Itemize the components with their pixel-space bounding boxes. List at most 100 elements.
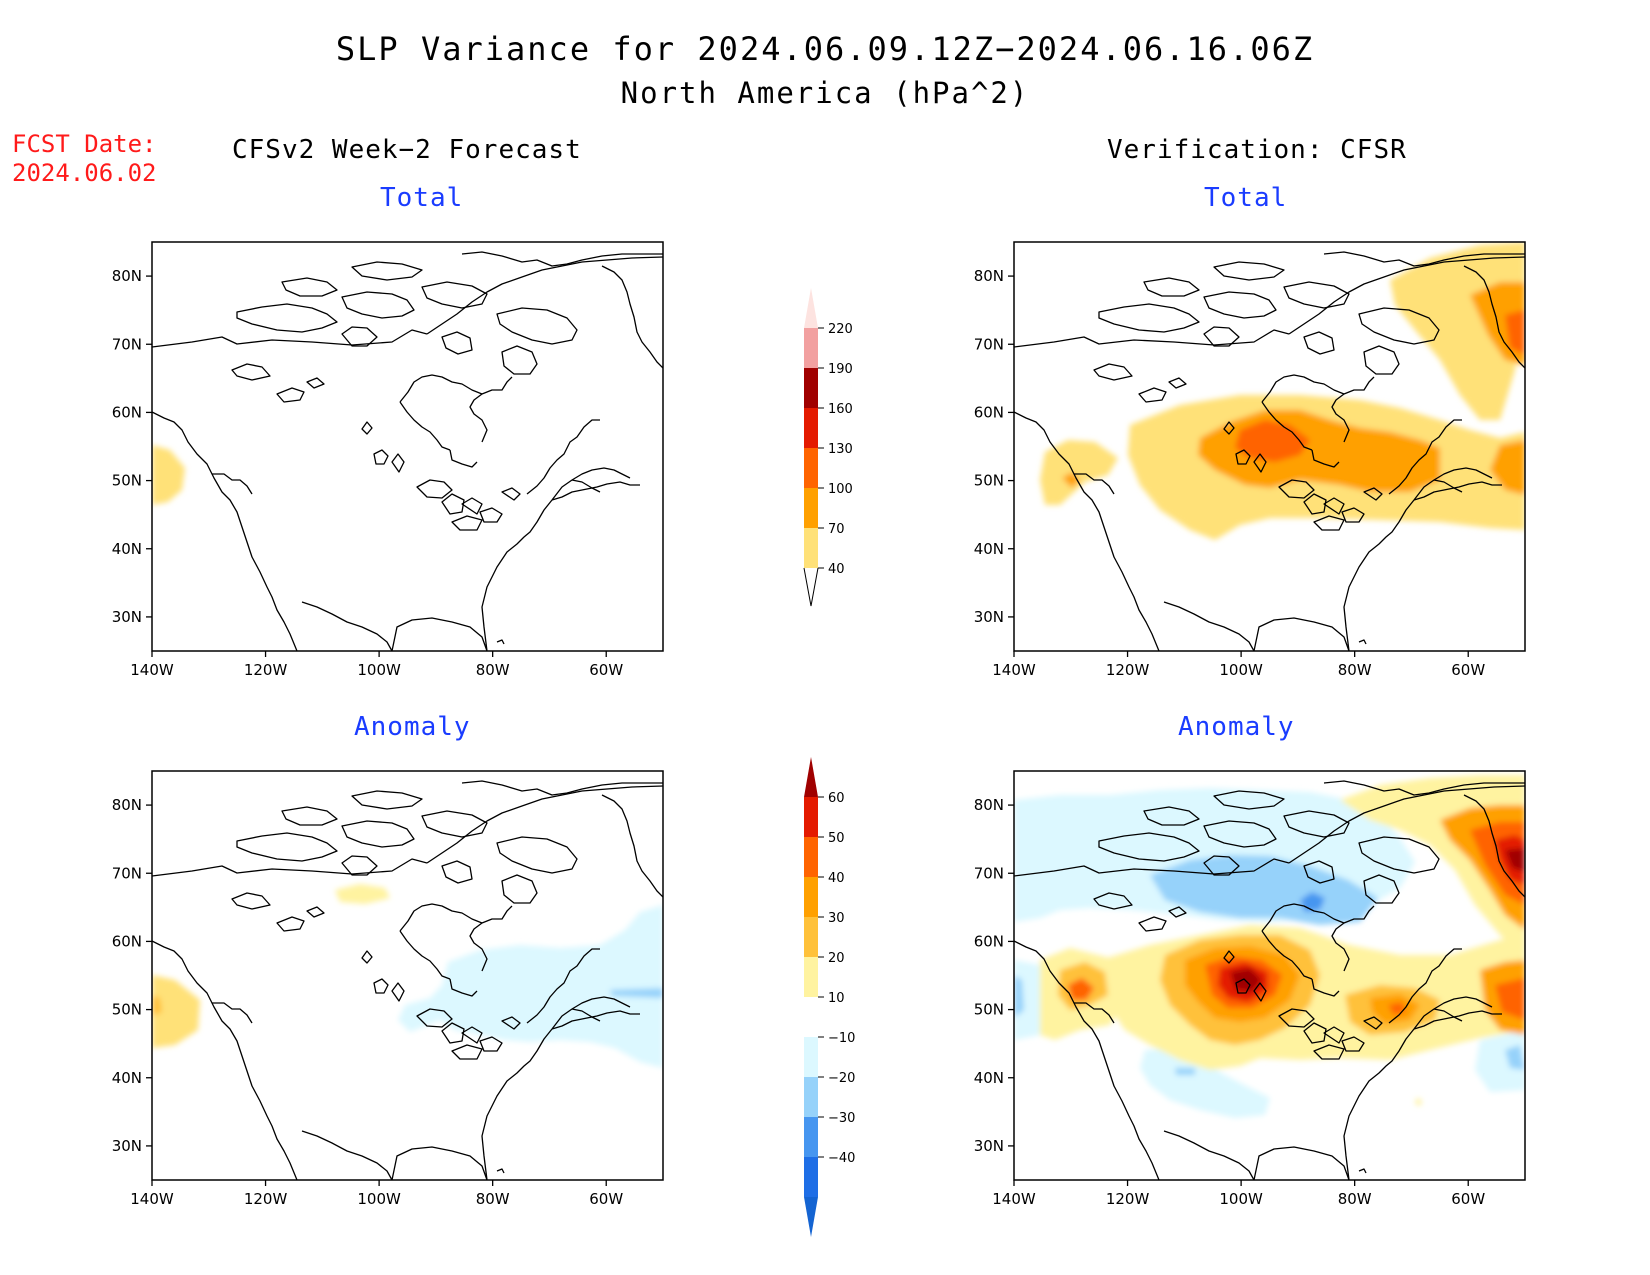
- colorbar-anomaly-top-arrow: [804, 757, 818, 797]
- lon-tick-label: 120W: [1106, 1190, 1150, 1208]
- colorbar-anomaly-label: 20: [828, 951, 845, 966]
- lat-tick-label: 70N: [974, 864, 1004, 882]
- colorbar-anomaly-label: −40: [828, 1151, 855, 1166]
- colorbar-anomaly-segment: [804, 957, 818, 997]
- lat-tick-label: 30N: [974, 1137, 1004, 1155]
- column-title-forecast: CFSv2 Week−2 Forecast: [232, 135, 582, 165]
- colorbar-anomaly-segment: [804, 1077, 818, 1117]
- panel-title-forecast-anomaly: Anomaly: [354, 712, 471, 742]
- column-title-verification: Verification: CFSR: [1107, 135, 1407, 165]
- lat-tick-label: 30N: [112, 1137, 142, 1155]
- lon-tick-label: 60W: [589, 661, 623, 679]
- colorbar-anomaly: 60 50 40 30 20 10 −10 −20 −30 −40: [804, 757, 855, 1237]
- colorbar-total-top-arrow: [804, 288, 818, 328]
- colorbar-total-segment: [804, 528, 818, 568]
- colorbar-anomaly-label: 50: [828, 831, 845, 846]
- colorbar-total-label: 220: [828, 322, 853, 337]
- lat-tick-label: 40N: [112, 540, 142, 558]
- lat-tick-label: 50N: [974, 1001, 1004, 1019]
- lat-tick-label: 80N: [974, 267, 1004, 285]
- lon-tick-label: 60W: [1451, 1190, 1485, 1208]
- lat-tick-label: 60N: [974, 932, 1004, 950]
- lon-tick-label: 60W: [589, 1190, 623, 1208]
- figure-subtitle: North America (hPa^2): [620, 76, 1030, 110]
- colorbar-total: 220 190 160 130 100 70 40: [803, 288, 853, 607]
- lat-tick-label: 50N: [112, 1001, 142, 1019]
- colorbar-anomaly-label: 30: [828, 911, 845, 926]
- lat-tick-label: 80N: [974, 796, 1004, 814]
- lon-tick-label: 100W: [357, 1190, 401, 1208]
- colorbar-anomaly-segment: [804, 1157, 818, 1197]
- map-verification-total: [1013, 241, 1526, 652]
- panel-title-forecast-total: Total: [380, 183, 464, 213]
- lat-tick-label: 60N: [112, 403, 142, 421]
- colorbar-total-segment: [804, 408, 818, 448]
- colorbar-anomaly-segment: [804, 1037, 818, 1077]
- lat-tick-label: 70N: [112, 335, 142, 353]
- colorbar-anomaly-label: 10: [828, 991, 845, 1006]
- colorbar-anomaly-label: −20: [828, 1071, 855, 1086]
- colorbar-total-label: 190: [828, 362, 853, 377]
- map-axes: 80N 70N 60N 50N 40N 30N 140W 120W 100W 80W 60W 80N 7…: [112, 267, 1486, 1208]
- colorbar-anomaly-segment: [804, 837, 818, 877]
- lon-tick-label: 80W: [1338, 1190, 1372, 1208]
- colorbar-anomaly-segment: [804, 877, 818, 917]
- lat-tick-label: 30N: [974, 608, 1004, 626]
- lon-tick-label: 80W: [1338, 661, 1372, 679]
- lon-tick-label: 120W: [1106, 661, 1150, 679]
- lon-tick-label: 100W: [1219, 1190, 1263, 1208]
- colorbar-anomaly-segment: [804, 997, 818, 1037]
- lat-tick-label: 40N: [974, 540, 1004, 558]
- lon-tick-label: 140W: [130, 1190, 174, 1208]
- map-verification-anomaly: [1013, 770, 1526, 1181]
- lon-tick-label: 140W: [130, 661, 174, 679]
- lat-tick-label: 70N: [974, 335, 1004, 353]
- colorbar-anomaly-label: 60: [828, 791, 845, 806]
- lon-tick-label: 80W: [476, 1190, 510, 1208]
- lon-tick-label: 120W: [244, 661, 288, 679]
- panel-title-verification-total: Total: [1204, 183, 1288, 213]
- colorbar-total-bottom-arrow: [803, 567, 819, 607]
- fcst-date-value: 2024.06.02: [12, 159, 157, 187]
- colorbar-total-label: 160: [828, 402, 853, 417]
- lat-tick-label: 60N: [974, 403, 1004, 421]
- colorbar-anomaly-label: −30: [828, 1111, 855, 1126]
- lat-tick-label: 30N: [112, 608, 142, 626]
- lat-tick-label: 40N: [112, 1069, 142, 1087]
- lat-tick-label: 60N: [112, 932, 142, 950]
- colorbar-total-segment: [804, 448, 818, 488]
- colorbar-anomaly-label: 40: [828, 871, 845, 886]
- colorbar-total-label: 100: [828, 482, 853, 497]
- colorbar-total-segment: [804, 488, 818, 528]
- map-forecast-anomaly: [151, 770, 664, 1181]
- lon-tick-label: 140W: [992, 661, 1036, 679]
- colorbar-anomaly-bottom-arrow: [804, 1197, 818, 1237]
- lon-tick-label: 100W: [357, 661, 401, 679]
- colorbar-total-segment: [804, 328, 818, 368]
- figure-title: SLP Variance for 2024.06.09.12Z−2024.06.…: [335, 30, 1315, 68]
- map-forecast-total: [151, 241, 664, 652]
- lat-tick-label: 80N: [112, 796, 142, 814]
- colorbar-anomaly-segment: [804, 797, 818, 837]
- lon-tick-label: 140W: [992, 1190, 1036, 1208]
- lat-tick-label: 70N: [112, 864, 142, 882]
- colorbar-total-label: 40: [828, 562, 845, 577]
- panel-title-verification-anomaly: Anomaly: [1178, 712, 1295, 742]
- lon-tick-label: 120W: [244, 1190, 288, 1208]
- fcst-date-label: FCST Date:: [12, 130, 157, 158]
- colorbar-total-label: 130: [828, 442, 853, 457]
- lat-tick-label: 50N: [112, 472, 142, 490]
- lat-tick-label: 50N: [974, 472, 1004, 490]
- lon-tick-label: 60W: [1451, 661, 1485, 679]
- colorbar-total-segment: [804, 368, 818, 408]
- colorbar-anomaly-segment: [804, 917, 818, 957]
- lat-tick-label: 80N: [112, 267, 142, 285]
- colorbar-anomaly-segment: [804, 1117, 818, 1157]
- lon-tick-label: 100W: [1219, 661, 1263, 679]
- lon-tick-label: 80W: [476, 661, 510, 679]
- lat-tick-label: 40N: [974, 1069, 1004, 1087]
- colorbar-anomaly-label: −10: [828, 1031, 855, 1046]
- colorbar-total-label: 70: [828, 522, 845, 537]
